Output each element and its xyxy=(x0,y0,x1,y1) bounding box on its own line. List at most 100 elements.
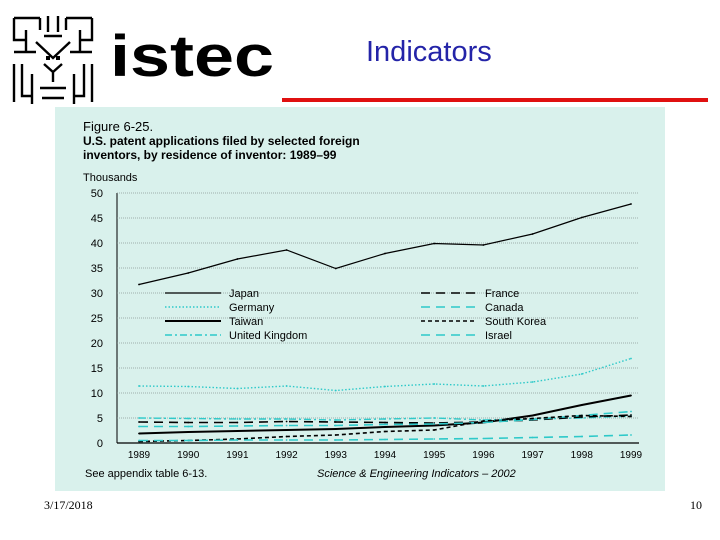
data-point xyxy=(334,439,337,441)
legend-label: Canada xyxy=(485,302,524,314)
data-point xyxy=(236,418,239,420)
y-tick-label: 10 xyxy=(91,388,103,400)
data-point xyxy=(384,426,386,428)
data-point xyxy=(334,421,337,423)
x-tick-label: 1991 xyxy=(226,450,249,461)
figure-label: Figure 6-25. xyxy=(83,119,153,134)
data-point xyxy=(384,385,386,388)
legend-label: Japan xyxy=(229,288,259,300)
data-point xyxy=(285,420,288,423)
data-point xyxy=(531,417,534,420)
y-tick-label: 40 xyxy=(91,238,103,250)
data-point xyxy=(531,233,534,235)
data-point xyxy=(187,431,190,433)
x-tick-label: 1998 xyxy=(571,450,594,461)
data-point xyxy=(187,425,190,428)
data-point xyxy=(138,385,140,387)
title-underline xyxy=(282,98,708,102)
data-point xyxy=(531,381,534,383)
legend-label: Israel xyxy=(485,330,512,342)
y-tick-label: 35 xyxy=(91,263,103,275)
istec-emblem-icon xyxy=(12,16,94,104)
data-point xyxy=(580,435,583,438)
slide-date: 3/17/2018 xyxy=(44,498,93,512)
data-point xyxy=(236,430,239,432)
y-tick-label: 5 xyxy=(97,413,103,425)
data-point xyxy=(630,203,632,205)
data-point xyxy=(384,252,386,255)
source-note: See appendix table 6-13. xyxy=(85,468,207,480)
y-tick-label: 25 xyxy=(91,313,103,325)
data-point xyxy=(433,424,436,427)
data-point xyxy=(236,421,239,424)
data-point xyxy=(187,272,190,274)
data-point xyxy=(580,414,583,417)
y-tick-label: 15 xyxy=(91,363,103,375)
data-point xyxy=(580,373,583,375)
data-point xyxy=(630,410,632,413)
legend-label: United Kingdom xyxy=(229,330,307,342)
data-point xyxy=(285,424,288,427)
data-point xyxy=(482,421,485,424)
x-tick-label: 1994 xyxy=(374,450,397,461)
data-point xyxy=(187,421,190,424)
x-tick-label: 1989 xyxy=(128,450,151,461)
data-point xyxy=(580,416,583,418)
legend-label: Germany xyxy=(229,302,275,314)
slide-page-number: 10 xyxy=(690,498,702,512)
data-point xyxy=(138,417,140,419)
data-point xyxy=(482,385,485,387)
data-point xyxy=(334,389,337,392)
istec-wordmark: istec xyxy=(110,28,274,84)
x-tick-label: 1992 xyxy=(275,450,298,461)
data-point xyxy=(580,404,583,406)
svg-text:istec: istec xyxy=(110,28,274,84)
data-point xyxy=(580,216,583,219)
slide-title: Indicators xyxy=(366,36,492,68)
series-line-japan xyxy=(138,203,632,286)
x-tick-label: 1996 xyxy=(472,450,495,461)
data-point xyxy=(531,414,534,417)
legend-label: South Korea xyxy=(485,316,547,328)
data-point xyxy=(630,357,632,360)
data-point xyxy=(384,423,386,426)
data-point xyxy=(138,439,140,442)
data-point xyxy=(630,415,632,418)
data-point xyxy=(384,438,386,441)
data-point xyxy=(433,383,436,385)
data-point xyxy=(187,417,190,420)
chart-figure: Figure 6-25. U.S. patent applications fi… xyxy=(55,107,665,491)
data-point xyxy=(531,436,534,439)
data-point xyxy=(334,267,337,270)
data-point xyxy=(384,421,386,424)
data-point xyxy=(236,387,239,390)
data-point xyxy=(138,425,140,428)
data-point xyxy=(433,438,436,440)
data-point xyxy=(433,429,436,431)
data-point xyxy=(384,418,386,420)
data-point xyxy=(433,417,436,419)
data-point xyxy=(138,432,140,435)
x-tick-label: 1997 xyxy=(521,450,544,461)
data-point xyxy=(482,244,485,246)
data-point xyxy=(433,423,436,425)
x-tick-label: 1995 xyxy=(423,450,446,461)
data-point xyxy=(187,439,190,442)
data-point xyxy=(334,428,337,430)
data-point xyxy=(334,424,337,427)
y-tick-label: 20 xyxy=(91,338,103,350)
data-point xyxy=(285,418,288,420)
data-point xyxy=(285,435,288,438)
data-point xyxy=(384,430,386,433)
data-point xyxy=(482,420,485,422)
y-tick-label: 0 xyxy=(97,438,103,450)
legend-label: Taiwan xyxy=(229,316,263,328)
x-tick-label: 1999 xyxy=(620,450,643,461)
data-point xyxy=(630,414,632,416)
data-point xyxy=(334,419,337,421)
y-tick-label: 45 xyxy=(91,213,103,225)
data-point xyxy=(236,258,239,260)
source-credit: Science & Engineering Indicators – 2002 xyxy=(317,468,516,480)
data-point xyxy=(285,385,288,387)
y-tick-label: 30 xyxy=(91,288,103,300)
